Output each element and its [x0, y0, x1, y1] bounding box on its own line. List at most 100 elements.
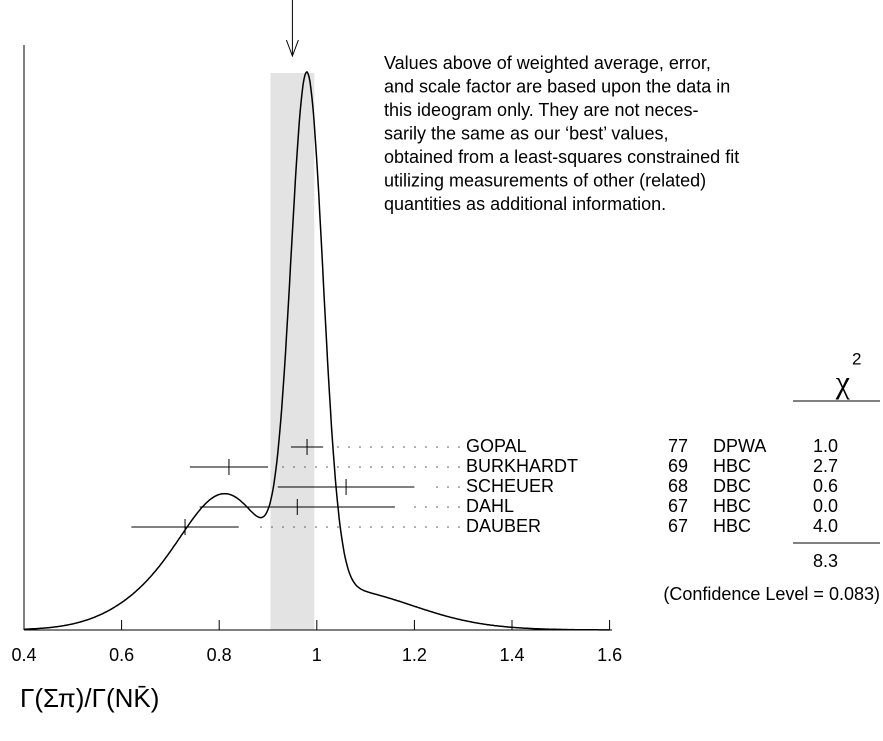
measurement-chi2: 1.0 — [813, 436, 838, 456]
leader-dot — [337, 466, 339, 468]
leader-dot — [315, 466, 317, 468]
measurement-year: 68 — [668, 476, 688, 496]
leader-dot — [293, 526, 295, 528]
leader-dot — [414, 526, 416, 528]
measurement-year: 69 — [668, 456, 688, 476]
leader-dot — [359, 466, 361, 468]
leader-dot — [337, 526, 339, 528]
leader-dot — [425, 466, 427, 468]
leader-dot — [337, 446, 339, 448]
leader-dot — [381, 446, 383, 448]
leader-dot — [326, 466, 328, 468]
leader-dot — [436, 526, 438, 528]
chi2-header-exponent: 2 — [852, 349, 861, 368]
leader-dot — [282, 466, 284, 468]
leader-dot — [458, 446, 460, 448]
x-tick-label: 0.4 — [11, 645, 36, 665]
note-line: this ideogram only. They are not neces- — [384, 100, 699, 120]
measurement-chi2: 0.0 — [813, 496, 838, 516]
note-line: and scale factor are based upon the data… — [384, 76, 730, 96]
leader-dot — [447, 526, 449, 528]
measurement-chi2: 4.0 — [813, 516, 838, 536]
measurement-year: 67 — [668, 516, 688, 536]
leader-dot — [348, 466, 350, 468]
leader-dot — [381, 526, 383, 528]
leader-dot — [348, 446, 350, 448]
measurement-name: GOPAL — [466, 436, 527, 456]
measurement-technique: DPWA — [713, 436, 766, 456]
x-tick-label: 0.8 — [207, 645, 232, 665]
leader-dot — [447, 446, 449, 448]
leader-dot — [348, 526, 350, 528]
measurement-technique: DBC — [713, 476, 751, 496]
chi2-total: 8.3 — [813, 551, 838, 571]
measurement-technique: HBC — [713, 496, 751, 516]
measurement-year: 77 — [668, 436, 688, 456]
x-tick-label: 0.6 — [109, 645, 134, 665]
leader-dot — [392, 446, 394, 448]
leader-dot — [271, 526, 273, 528]
measurement-technique: HBC — [713, 456, 751, 476]
leader-dot — [458, 506, 460, 508]
measurement-name: DAHL — [466, 496, 514, 516]
x-tick-label: 1 — [312, 645, 322, 665]
leader-dot — [447, 506, 449, 508]
leader-dot — [381, 466, 383, 468]
leader-dot — [414, 446, 416, 448]
leader-dot — [458, 466, 460, 468]
leader-dot — [447, 486, 449, 488]
leader-dot — [359, 526, 361, 528]
chi2-header: χ — [835, 363, 851, 399]
x-tick-label: 1.4 — [499, 645, 524, 665]
leader-dot — [436, 506, 438, 508]
leader-dot — [370, 446, 372, 448]
leader-dot — [359, 446, 361, 448]
leader-dot — [403, 446, 405, 448]
x-axis-label: Γ(Σπ)/Γ(NK̄) — [20, 683, 159, 713]
leader-dot — [315, 526, 317, 528]
leader-dot — [293, 466, 295, 468]
leader-dot — [458, 526, 460, 528]
measurement-chi2: 0.6 — [813, 476, 838, 496]
note-line: utilizing measurements of other (related… — [384, 170, 706, 190]
measurement-chi2: 2.7 — [813, 456, 838, 476]
leader-dot — [436, 486, 438, 488]
leader-dot — [304, 526, 306, 528]
confidence-level: (Confidence Level = 0.083) — [663, 584, 880, 604]
leader-dot — [282, 526, 284, 528]
leader-dot — [304, 466, 306, 468]
ideogram-curve — [24, 71, 610, 631]
leader-dot — [403, 466, 405, 468]
measurement-name: DAUBER — [466, 516, 541, 536]
note-line: quantities as additional information. — [384, 194, 666, 214]
average-band — [270, 73, 315, 630]
leader-dot — [458, 486, 460, 488]
leader-dot — [425, 526, 427, 528]
measurement-technique: HBC — [713, 516, 751, 536]
leader-dot — [403, 526, 405, 528]
x-tick-label: 1.6 — [597, 645, 622, 665]
leader-dot — [425, 506, 427, 508]
leader-dot — [370, 526, 372, 528]
measurement-year: 67 — [668, 496, 688, 516]
x-tick-label: 1.2 — [402, 645, 427, 665]
leader-dot — [392, 466, 394, 468]
leader-dot — [370, 466, 372, 468]
leader-dot — [414, 466, 416, 468]
leader-dot — [414, 506, 416, 508]
measurement-name: BURKHARDT — [466, 456, 578, 476]
leader-dot — [392, 526, 394, 528]
leader-dot — [436, 446, 438, 448]
leader-dot — [260, 526, 262, 528]
leader-dot — [326, 526, 328, 528]
leader-dot — [447, 466, 449, 468]
note-line: obtained from a least-squares constraine… — [384, 147, 739, 167]
measurement-name: SCHEUER — [466, 476, 554, 496]
leader-dot — [425, 446, 427, 448]
note-line: sarily the same as our ‘best’ values, — [384, 123, 668, 143]
leader-dot — [436, 466, 438, 468]
note-line: Values above of weighted average, error, — [384, 53, 711, 73]
average-arrowhead — [285, 39, 299, 58]
